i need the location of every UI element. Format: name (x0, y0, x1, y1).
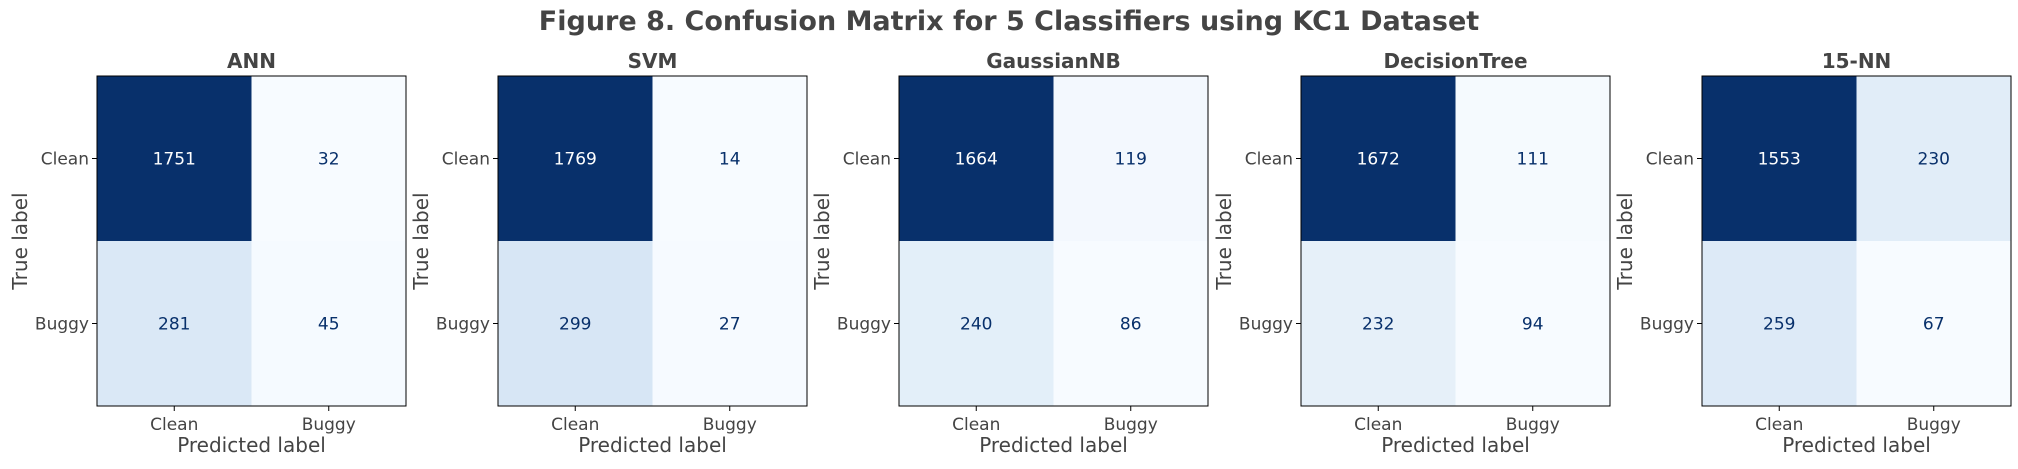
cell-value-label: 94 (1522, 315, 1544, 335)
panel-frame (96, 75, 407, 407)
panel-3: 1672 111 232 94 DecisionTree Clean Buggy Clean B… (1212, 49, 1611, 457)
x-tick-label: Clean (952, 415, 1000, 435)
heatmap-cell (899, 76, 1054, 241)
panel-title: DecisionTree (1383, 49, 1527, 73)
cell-value-label: 1751 (153, 150, 196, 170)
cell-value-label: 32 (318, 150, 340, 170)
heatmap-cell (498, 76, 653, 241)
cell-value-label: 86 (1120, 315, 1142, 335)
cell-value-label: 45 (318, 315, 340, 335)
x-axis-label: Predicted label (1782, 433, 1931, 457)
y-axis-label: True label (409, 192, 433, 290)
y-tick-label: Clean (41, 150, 89, 170)
x-axis-label: Predicted label (177, 433, 326, 457)
y-axis-label: True label (810, 192, 834, 290)
y-axis-label: True label (1613, 192, 1637, 290)
heatmap-cell (1301, 76, 1456, 241)
cell-value-label: 299 (559, 315, 591, 335)
x-axis-label: Predicted label (1381, 433, 1530, 457)
cell-value-label: 240 (960, 315, 992, 335)
heatmap-cell (251, 241, 406, 406)
cell-value-label: 1769 (554, 150, 597, 170)
y-tick-label: Buggy (837, 315, 891, 335)
cell-value-label: 27 (719, 315, 741, 335)
figure-title: Figure 8. Confusion Matrix for 5 Classif… (539, 6, 1479, 37)
heatmap-cell (652, 76, 807, 241)
panel-title: GaussianNB (986, 49, 1121, 73)
heatmap-cell (1702, 241, 1857, 406)
heatmap-cell (1455, 76, 1610, 241)
x-tick-label: Clean (1755, 415, 1803, 435)
y-tick-label: Clean (1646, 150, 1694, 170)
cell-value-label: 230 (1918, 150, 1950, 170)
y-tick-label: Buggy (1640, 315, 1694, 335)
panel-2: 1664 119 240 86 GaussianNB Clean Buggy Clean Bug… (810, 49, 1209, 457)
panel-frame (1300, 75, 1611, 407)
cell-value-label: 1672 (1357, 150, 1400, 170)
x-axis-label: Predicted label (578, 433, 727, 457)
panel-frame (898, 75, 1209, 407)
heatmap-cell (1053, 76, 1208, 241)
heatmap-cell (1856, 76, 2011, 241)
x-tick-label: Clean (150, 415, 198, 435)
x-tick-label: Clean (1354, 415, 1402, 435)
heatmap-cell (251, 76, 406, 241)
y-tick-label: Clean (1245, 150, 1293, 170)
x-tick-label: Clean (551, 415, 599, 435)
cell-value-label: 119 (1115, 150, 1147, 170)
heatmap-cell (1856, 241, 2011, 406)
y-tick-label: Clean (843, 150, 891, 170)
heatmap-cell (1053, 241, 1208, 406)
heatmap-cell (652, 241, 807, 406)
x-tick-label: Buggy (703, 415, 757, 435)
cell-value-label: 111 (1517, 150, 1549, 170)
panel-title: 15-NN (1822, 49, 1892, 73)
panel-frame (1701, 75, 2012, 407)
cell-value-label: 232 (1362, 315, 1394, 335)
x-tick-label: Buggy (302, 415, 356, 435)
heatmap-cell (97, 241, 252, 406)
panel-title: ANN (227, 49, 276, 73)
cell-value-label: 67 (1923, 315, 1945, 335)
x-tick-label: Buggy (1506, 415, 1560, 435)
y-axis-label: True label (8, 192, 32, 290)
panel-frame (497, 75, 808, 407)
heatmap-cell (1455, 241, 1610, 406)
y-tick-label: Buggy (35, 315, 89, 335)
y-tick-label: Buggy (436, 315, 490, 335)
heatmap-cell (1702, 76, 1857, 241)
y-axis-label: True label (1212, 192, 1236, 290)
panel-title: SVM (628, 49, 678, 73)
x-axis-label: Predicted label (979, 433, 1128, 457)
heatmap-cell (97, 76, 252, 241)
cell-value-label: 14 (719, 150, 741, 170)
cell-value-label: 281 (158, 315, 190, 335)
y-tick-label: Clean (442, 150, 490, 170)
heatmap-cell (1301, 241, 1456, 406)
cell-value-label: 1553 (1758, 150, 1801, 170)
cell-value-label: 1664 (955, 150, 998, 170)
cell-value-label: 259 (1763, 315, 1795, 335)
heatmap-cell (899, 241, 1054, 406)
x-tick-label: Buggy (1104, 415, 1158, 435)
y-tick-label: Buggy (1239, 315, 1293, 335)
heatmap-cell (498, 241, 653, 406)
x-tick-label: Buggy (1907, 415, 1961, 435)
